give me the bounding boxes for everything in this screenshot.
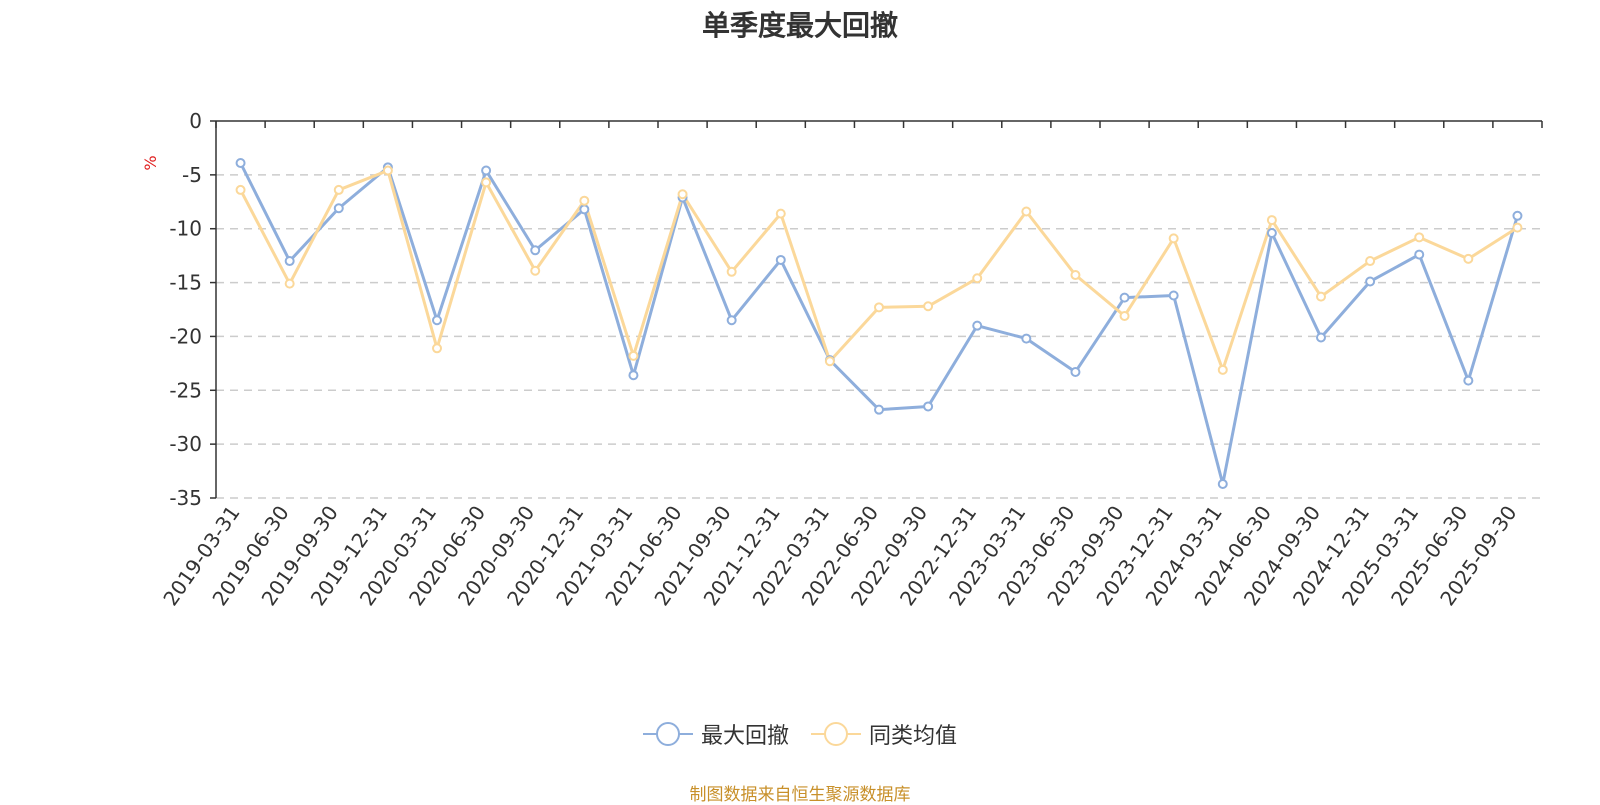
line-chart: 0-5-10-15-20-25-30-352019-03-312019-06-3…: [141, 109, 1543, 610]
y-tick-label: -30: [169, 432, 202, 456]
data-point[interactable]: [1070, 270, 1081, 281]
legend-marker-circle-icon: [642, 722, 693, 746]
data-point[interactable]: [1021, 333, 1032, 344]
data-point[interactable]: [1365, 256, 1376, 267]
y-tick-label: -35: [169, 486, 202, 510]
y-tick-label: 0: [189, 109, 202, 133]
y-tick-label: -20: [169, 324, 202, 348]
data-point[interactable]: [432, 343, 442, 354]
data-point[interactable]: [333, 184, 344, 195]
data-point[interactable]: [726, 315, 737, 326]
data-point[interactable]: [579, 195, 590, 206]
data-point[interactable]: [628, 350, 639, 361]
series-line-1: [239, 169, 1519, 372]
data-point[interactable]: [726, 266, 737, 277]
y-tick-label: -5: [182, 163, 202, 187]
data-point[interactable]: [677, 189, 688, 200]
y-axis-unit: %: [141, 155, 160, 170]
data-point[interactable]: [1266, 228, 1277, 239]
data-point[interactable]: [382, 165, 393, 176]
data-point[interactable]: [530, 265, 541, 276]
data-point[interactable]: [235, 158, 246, 169]
data-source-note: 制图数据来自恒生聚源数据库: [689, 785, 911, 805]
data-point[interactable]: [1021, 206, 1032, 217]
data-point[interactable]: [1168, 290, 1179, 301]
data-point[interactable]: [1070, 366, 1081, 377]
data-point[interactable]: [1414, 249, 1425, 260]
legend-item-max-drawdown[interactable]: 最大回撤: [642, 718, 789, 750]
data-point[interactable]: [284, 256, 295, 267]
data-point[interactable]: [1316, 332, 1326, 343]
legend-label: 最大回撤: [700, 724, 789, 749]
data-point[interactable]: [1365, 276, 1376, 287]
legend-item-peer-average[interactable]: 同类均值: [811, 718, 957, 750]
data-point[interactable]: [1512, 222, 1523, 233]
y-tick-label: -25: [169, 378, 202, 402]
data-point[interactable]: [972, 273, 983, 284]
legend-marker-circle-icon: [811, 722, 861, 746]
data-point[interactable]: [1119, 292, 1130, 303]
series-line-0: [239, 162, 1519, 486]
grid-lines: [216, 174, 1542, 499]
data-point[interactable]: [481, 177, 492, 188]
data-point[interactable]: [923, 301, 934, 312]
data-point[interactable]: [775, 254, 786, 265]
data-point[interactable]: [1512, 210, 1523, 221]
data-point[interactable]: [432, 315, 442, 326]
data-point[interactable]: [1316, 291, 1326, 302]
y-tick-label: -10: [169, 217, 202, 241]
data-point[interactable]: [284, 278, 295, 289]
data-point[interactable]: [1168, 233, 1179, 244]
data-point[interactable]: [1217, 478, 1228, 489]
data-point[interactable]: [874, 404, 884, 415]
data-point[interactable]: [481, 165, 492, 176]
legend: 最大回撤 同类均值: [0, 718, 1600, 750]
data-point[interactable]: [874, 302, 884, 313]
data-point[interactable]: [628, 370, 639, 381]
data-point[interactable]: [333, 203, 344, 214]
y-tick-label: -15: [169, 271, 202, 295]
data-point[interactable]: [235, 184, 246, 195]
data-point[interactable]: [579, 204, 590, 215]
chart-title: 单季度最大回撤: [701, 9, 898, 42]
data-point[interactable]: [775, 208, 786, 219]
series-lines: [235, 158, 1523, 489]
data-point[interactable]: [972, 320, 983, 331]
data-point[interactable]: [1119, 310, 1130, 321]
data-point[interactable]: [1266, 215, 1277, 226]
data-point[interactable]: [824, 356, 835, 367]
data-point[interactable]: [1463, 253, 1474, 264]
legend-label: 同类均值: [869, 724, 958, 749]
data-point[interactable]: [1414, 232, 1425, 243]
data-point[interactable]: [530, 245, 541, 256]
data-point[interactable]: [1463, 375, 1474, 386]
data-point[interactable]: [923, 401, 934, 412]
data-point[interactable]: [1217, 364, 1228, 375]
